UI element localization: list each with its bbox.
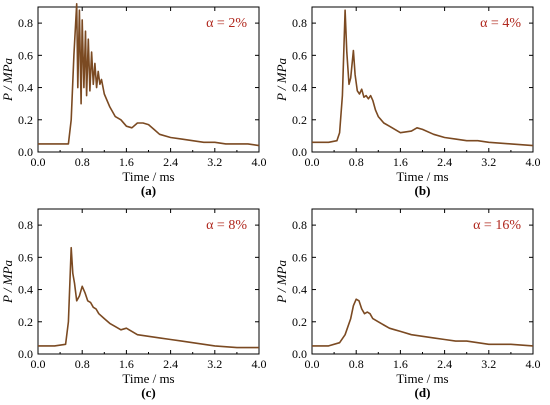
panel-d-xtick-label: 4.0: [526, 357, 541, 371]
panel-c-xlabel: Time / ms: [122, 371, 174, 386]
panel-c-ylabel: P / MPa: [0, 259, 15, 304]
panel-c-annotation: α = 8%: [206, 218, 247, 233]
panel-a-xtick-label: 0.8: [75, 155, 90, 169]
panel-d-xtick-label: 0.8: [349, 357, 364, 371]
panel-c-ytick-label: 0.2: [18, 315, 33, 329]
panel-d-ytick-label: 0.8: [292, 218, 307, 232]
panel-d-annotation: α = 16%: [473, 218, 521, 233]
panel-b-xtick-label: 2.4: [437, 155, 452, 169]
panel-d-xlabel: Time / ms: [396, 371, 448, 386]
panel-a-annotation: α = 2%: [206, 16, 247, 31]
panel-a-ytick-label: 0.8: [18, 16, 33, 30]
panel-b-ytick-label: 0.8: [292, 16, 307, 30]
panel-d-panel-label: (d): [415, 385, 431, 400]
panel-a-panel-label: (a): [141, 183, 156, 198]
panel-a-xtick-label: 0.0: [31, 155, 46, 169]
panel-b-panel-label: (b): [415, 183, 431, 198]
panel-b-ytick-label: 0.0: [292, 145, 307, 159]
panel-b-xtick-label: 0.0: [305, 155, 320, 169]
panel-b-xtick-label: 3.2: [481, 155, 496, 169]
panel-b-xlabel: Time / ms: [396, 169, 448, 184]
panel-d-series-line: [312, 298, 534, 347]
panel-c-xtick-label: 3.2: [207, 357, 222, 371]
panel-a-xtick-label: 2.4: [163, 155, 178, 169]
panel-b-annotation: α = 4%: [480, 16, 521, 31]
panel-c-panel-label: (c): [141, 385, 155, 400]
panel-d-xtick-label: 1.6: [393, 357, 408, 371]
panel-d-xtick-label: 2.4: [437, 357, 452, 371]
panel-c-xtick-label: 1.6: [119, 357, 134, 371]
panel-d-ytick-label: 0.6: [292, 250, 307, 264]
panel-d-ytick-label: 0.4: [292, 283, 307, 297]
panel-b-series-line: [312, 9, 534, 147]
panel-c-xtick-label: 2.4: [163, 357, 178, 371]
panel-b-xtick-label: 4.0: [526, 155, 541, 169]
panel-d-ytick-label: 0.0: [292, 347, 307, 361]
panel-a-xtick-label: 3.2: [207, 155, 222, 169]
panel-a-xtick-label: 1.6: [119, 155, 134, 169]
panel-d-xtick-label: 3.2: [481, 357, 496, 371]
panel-b-ytick-label: 0.6: [292, 48, 307, 62]
panel-a-ytick-label: 0.4: [18, 81, 33, 95]
panel-d-ylabel: P / MPa: [274, 259, 289, 304]
panel-a-xlabel: Time / ms: [122, 169, 174, 184]
panel-b-ytick-label: 0.2: [292, 113, 307, 127]
panel-a-ytick-label: 0.0: [18, 145, 33, 159]
panel-b-xtick-label: 0.8: [349, 155, 364, 169]
panel-b-ylabel: P / MPa: [274, 57, 289, 102]
panel-c-ytick-label: 0.6: [18, 250, 33, 264]
panel-c-ytick-label: 0.0: [18, 347, 33, 361]
panel-b-ytick-label: 0.4: [292, 81, 307, 95]
panel-d-ytick-label: 0.2: [292, 315, 307, 329]
panel-c-ytick-label: 0.4: [18, 283, 33, 297]
panel-c-series-line: [38, 246, 259, 349]
panel-c-ytick-label: 0.8: [18, 218, 33, 232]
panel-a-xtick-label: 4.0: [252, 155, 267, 169]
panel-a-ytick-label: 0.6: [18, 48, 33, 62]
panel-d-xtick-label: 0.0: [305, 357, 320, 371]
panel-c-xtick-label: 0.0: [31, 357, 46, 371]
panel-b-xtick-label: 1.6: [393, 155, 408, 169]
panel-c-xtick-label: 4.0: [252, 357, 267, 371]
panel-a-ytick-label: 0.2: [18, 113, 33, 127]
panel-a-ylabel: P / MPa: [0, 57, 15, 102]
panel-c-xtick-label: 0.8: [75, 357, 90, 371]
panel-a-series-line: [38, 2, 260, 147]
